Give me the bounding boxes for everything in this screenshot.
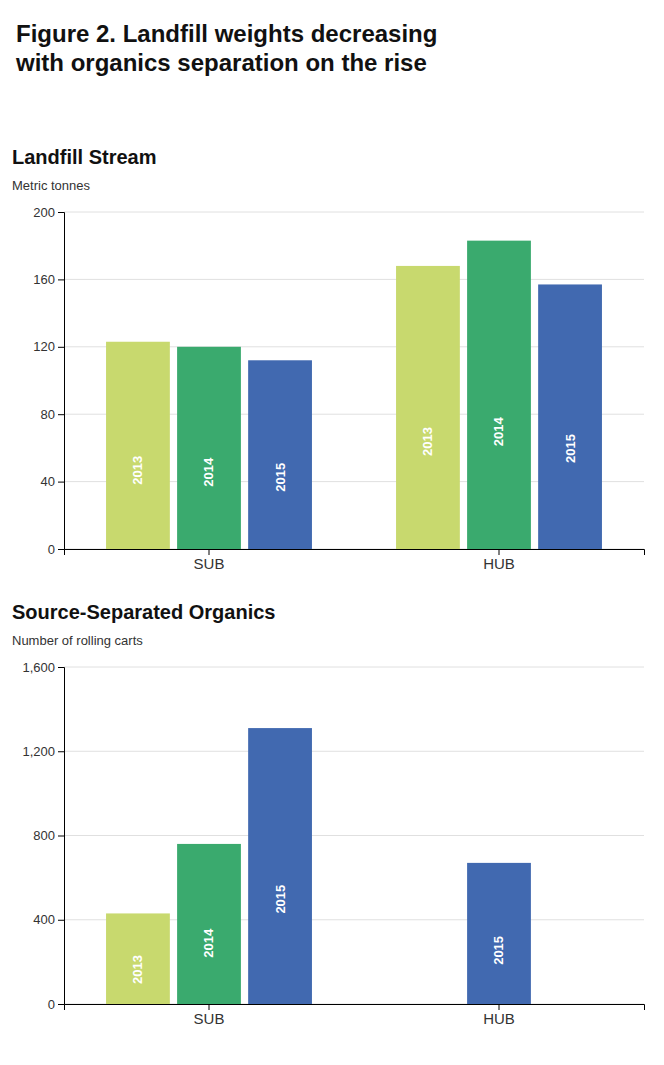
y-axis: 0 40 80 120 160 200	[33, 205, 64, 557]
chart-root: Figure 2. Landfill weights decreasingwit…	[0, 0, 664, 1065]
bar	[467, 863, 531, 1004]
y-tick-label: 800	[33, 828, 55, 843]
grid-line	[64, 667, 644, 668]
axis-domain	[58, 213, 65, 550]
chart-title: Source-Separated Organics	[12, 601, 275, 623]
y-tick-mark	[58, 414, 64, 415]
figure-title-line: with organics separation on the rise	[15, 49, 427, 76]
bar-series-label: 2015	[273, 463, 288, 492]
grid-line	[64, 751, 644, 752]
y-tick-mark	[58, 212, 64, 213]
bars	[106, 241, 602, 549]
x-tick-label: HUB	[483, 555, 515, 572]
y-tick: 200	[33, 205, 64, 220]
y-tick: 160	[33, 272, 64, 287]
bar	[248, 360, 312, 549]
x-tick: HUB	[483, 1004, 515, 1027]
grid	[64, 212, 644, 549]
y-tick-mark	[58, 279, 64, 280]
grid	[64, 667, 644, 1004]
y-tick-label: 1,200	[22, 744, 55, 759]
x-tick-label: HUB	[483, 1010, 515, 1027]
y-tick-label: 40	[41, 474, 55, 489]
grid-line	[64, 835, 644, 836]
y-tick-mark	[58, 836, 64, 837]
x-tick: SUB	[194, 1004, 225, 1027]
y-tick-label: 1,600	[22, 660, 55, 675]
grid-line	[64, 279, 644, 280]
bar	[396, 266, 460, 549]
x-tick: SUB	[194, 549, 225, 572]
bar-series-label: 2015	[273, 885, 288, 914]
y-tick-label: 200	[33, 205, 55, 220]
y-axis: 0 400 800 1,200 1,600	[22, 660, 64, 1012]
y-tick-label: 160	[33, 272, 55, 287]
bar-series-label: 2014	[492, 417, 507, 447]
bar	[106, 342, 170, 549]
bar	[538, 284, 602, 549]
x-axis: SUB HUB	[65, 1004, 645, 1027]
bar	[248, 728, 312, 1004]
bar	[177, 844, 241, 1004]
y-tick-mark	[58, 920, 64, 921]
bar-series-label: 2014	[202, 457, 217, 487]
y-tick: 1,200	[22, 744, 64, 759]
bar-series-label: 2015	[492, 936, 507, 965]
bar-labels: 2013 2014 2015 2015	[130, 885, 506, 984]
bar	[106, 913, 170, 1004]
x-tick-label: SUB	[194, 555, 225, 572]
axis-domain	[65, 550, 645, 556]
grid-line	[64, 212, 644, 213]
bar-labels: 2013 2014 2015 2013 2014 2015	[130, 417, 577, 492]
bar-series-label: 2013	[130, 456, 145, 485]
figure-title-line: Figure 2. Landfill weights decreasing	[16, 20, 437, 47]
y-tick: 800	[33, 828, 64, 843]
bar-series-label: 2015	[563, 434, 578, 463]
y-tick-mark	[58, 1004, 64, 1005]
chart: 0 400 800 1,200 1,600 2013 2014 2015 2015 SUB HUB	[22, 660, 644, 1027]
bar	[177, 347, 241, 549]
y-tick-label: 0	[48, 542, 55, 557]
bars	[106, 728, 531, 1004]
y-tick-label: 80	[41, 407, 55, 422]
y-axis-title: Metric tonnes	[12, 178, 91, 193]
figure-title: Figure 2. Landfill weights decreasingwit…	[15, 20, 437, 76]
y-tick-label: 400	[33, 912, 55, 927]
y-tick-label: 0	[48, 997, 55, 1012]
chart-title: Landfill Stream	[12, 146, 156, 168]
x-tick: HUB	[483, 549, 515, 572]
bar-series-label: 2013	[130, 955, 145, 984]
y-tick: 0	[48, 997, 64, 1012]
y-tick: 400	[33, 912, 64, 927]
x-axis: SUB HUB	[65, 549, 645, 572]
axis-domain	[58, 668, 65, 1005]
y-tick-mark	[58, 347, 64, 348]
bar-series-label: 2013	[420, 427, 435, 456]
y-tick: 0	[48, 542, 64, 557]
y-tick-mark	[58, 482, 64, 483]
y-tick: 120	[33, 339, 64, 354]
y-tick-label: 120	[33, 339, 55, 354]
y-tick-mark	[58, 549, 64, 550]
bar	[467, 241, 531, 549]
chart: 0 40 80 120 160 200 2013 2014 2015 2013 2014 2015 SU…	[33, 205, 644, 572]
bar-series-label: 2014	[202, 928, 217, 958]
y-tick-mark	[58, 751, 64, 752]
y-tick: 80	[41, 407, 64, 422]
y-axis-title: Number of rolling carts	[12, 633, 143, 648]
axis-domain	[65, 1005, 645, 1011]
y-tick: 40	[41, 474, 64, 489]
y-tick: 1,600	[22, 660, 64, 675]
y-tick-mark	[58, 667, 64, 668]
x-tick-label: SUB	[194, 1010, 225, 1027]
